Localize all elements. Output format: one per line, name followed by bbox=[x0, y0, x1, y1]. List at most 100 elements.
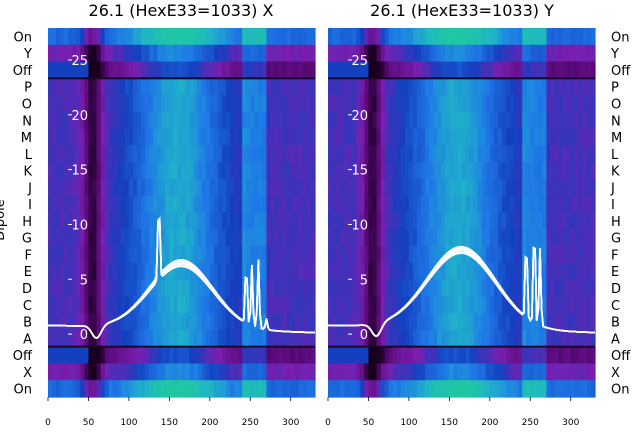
heatmap-cell bbox=[340, 262, 345, 281]
heatmap-cell bbox=[250, 78, 255, 96]
heatmap-cell bbox=[149, 296, 154, 314]
heatmap-cell bbox=[217, 44, 223, 63]
heatmap-cell bbox=[266, 229, 272, 247]
heatmap-cell bbox=[348, 78, 353, 96]
heatmap-cell bbox=[96, 128, 102, 147]
heatmap-cell bbox=[221, 212, 227, 230]
heatmap-cell bbox=[217, 229, 223, 247]
heatmap-cell bbox=[124, 246, 130, 264]
heatmap-cell bbox=[368, 380, 374, 398]
spectrum-trace bbox=[328, 246, 595, 338]
heatmap-cell bbox=[586, 246, 592, 264]
heatmap-cell bbox=[336, 162, 341, 180]
heatmap-cell bbox=[177, 346, 183, 365]
heatmap-cell bbox=[340, 363, 345, 381]
heatmap-cell bbox=[234, 145, 239, 163]
heatmap-cell bbox=[302, 128, 308, 147]
heatmap-cell bbox=[501, 162, 507, 180]
heatmap-cell bbox=[149, 313, 154, 331]
heatmap-cell bbox=[161, 44, 166, 63]
heatmap-cell bbox=[234, 363, 239, 381]
heatmap-cell bbox=[226, 212, 231, 230]
heatmap-cell bbox=[262, 246, 268, 264]
heatmap-cell bbox=[554, 95, 560, 113]
heatmap-cell bbox=[574, 28, 580, 46]
heatmap-cell bbox=[153, 61, 158, 79]
right-category-label: O bbox=[611, 97, 621, 112]
heatmap-cell bbox=[290, 346, 296, 365]
heatmap-cell bbox=[501, 329, 507, 348]
heatmap-cell bbox=[92, 313, 98, 331]
heatmap-cell bbox=[380, 145, 386, 163]
heatmap-cell bbox=[376, 313, 382, 331]
heatmap-cell bbox=[582, 178, 588, 197]
heatmap-cell bbox=[550, 111, 556, 130]
heatmap-cell bbox=[278, 363, 284, 381]
heatmap-cell bbox=[469, 145, 475, 163]
heatmap-cell bbox=[64, 380, 69, 398]
heatmap-cell bbox=[80, 262, 86, 281]
heatmap-cell bbox=[173, 296, 179, 314]
heatmap-cell bbox=[514, 28, 519, 46]
heatmap-cell bbox=[242, 212, 247, 230]
heatmap-cell bbox=[173, 346, 179, 365]
heatmap-cell bbox=[185, 346, 191, 365]
heatmap-cell bbox=[132, 195, 138, 214]
heatmap-cell bbox=[282, 329, 288, 348]
heatmap-cell bbox=[534, 78, 539, 96]
heatmap-cell bbox=[368, 195, 374, 214]
heatmap-cell bbox=[68, 162, 73, 180]
heatmap-cell bbox=[412, 28, 418, 46]
heatmap-cell bbox=[336, 346, 341, 365]
heatmap-cell bbox=[286, 212, 292, 230]
heatmap-cell bbox=[445, 61, 450, 79]
heatmap-cell bbox=[205, 61, 211, 79]
heatmap-cell bbox=[421, 346, 426, 365]
heatmap-cell bbox=[388, 195, 394, 214]
heatmap-cell bbox=[60, 95, 65, 113]
heatmap-cell bbox=[274, 78, 280, 96]
heatmap-cell bbox=[258, 380, 264, 398]
heatmap-cell bbox=[141, 111, 146, 130]
heatmap-cell bbox=[189, 279, 195, 297]
heatmap-cell bbox=[104, 78, 110, 96]
heatmap-cell bbox=[485, 95, 491, 113]
heatmap-cell bbox=[153, 229, 158, 247]
heatmap-cell bbox=[64, 162, 69, 180]
heatmap-cell bbox=[270, 346, 276, 365]
heatmap-cell bbox=[112, 313, 118, 331]
heatmap-cell bbox=[116, 195, 122, 214]
heatmap-cell bbox=[465, 329, 471, 348]
heatmap-cell bbox=[376, 128, 382, 147]
heatmap-cell bbox=[128, 279, 134, 297]
heatmap-cell bbox=[408, 145, 414, 163]
heatmap-cell bbox=[417, 313, 422, 331]
heatmap-cell bbox=[149, 162, 154, 180]
heatmap-cell bbox=[348, 61, 353, 79]
heatmap-cell bbox=[108, 246, 114, 264]
heatmap-cell bbox=[250, 145, 255, 163]
heatmap-cell bbox=[425, 111, 430, 130]
heatmap-cell bbox=[566, 313, 572, 331]
heatmap-cell bbox=[217, 363, 223, 381]
heatmap-cell bbox=[302, 78, 308, 96]
heatmap-cell bbox=[173, 279, 179, 297]
heatmap-cell bbox=[149, 212, 154, 230]
heatmap-cell bbox=[92, 61, 98, 79]
heatmap-cell bbox=[376, 229, 382, 247]
heatmap-cell bbox=[510, 111, 515, 130]
heatmap-cell bbox=[302, 44, 308, 63]
heatmap-cell bbox=[485, 78, 491, 96]
heatmap-cell bbox=[177, 111, 183, 130]
heatmap-cell bbox=[116, 346, 122, 365]
heatmap-cell bbox=[96, 380, 102, 398]
heatmap-cell bbox=[209, 28, 215, 46]
heatmap-cell bbox=[388, 279, 394, 297]
heatmap-cell bbox=[514, 346, 519, 365]
heatmap-cell bbox=[586, 363, 592, 381]
heatmap-cell bbox=[578, 246, 584, 264]
heatmap-cell bbox=[161, 111, 166, 130]
heatmap-cell bbox=[417, 95, 422, 113]
heatmap-cell bbox=[282, 61, 288, 79]
